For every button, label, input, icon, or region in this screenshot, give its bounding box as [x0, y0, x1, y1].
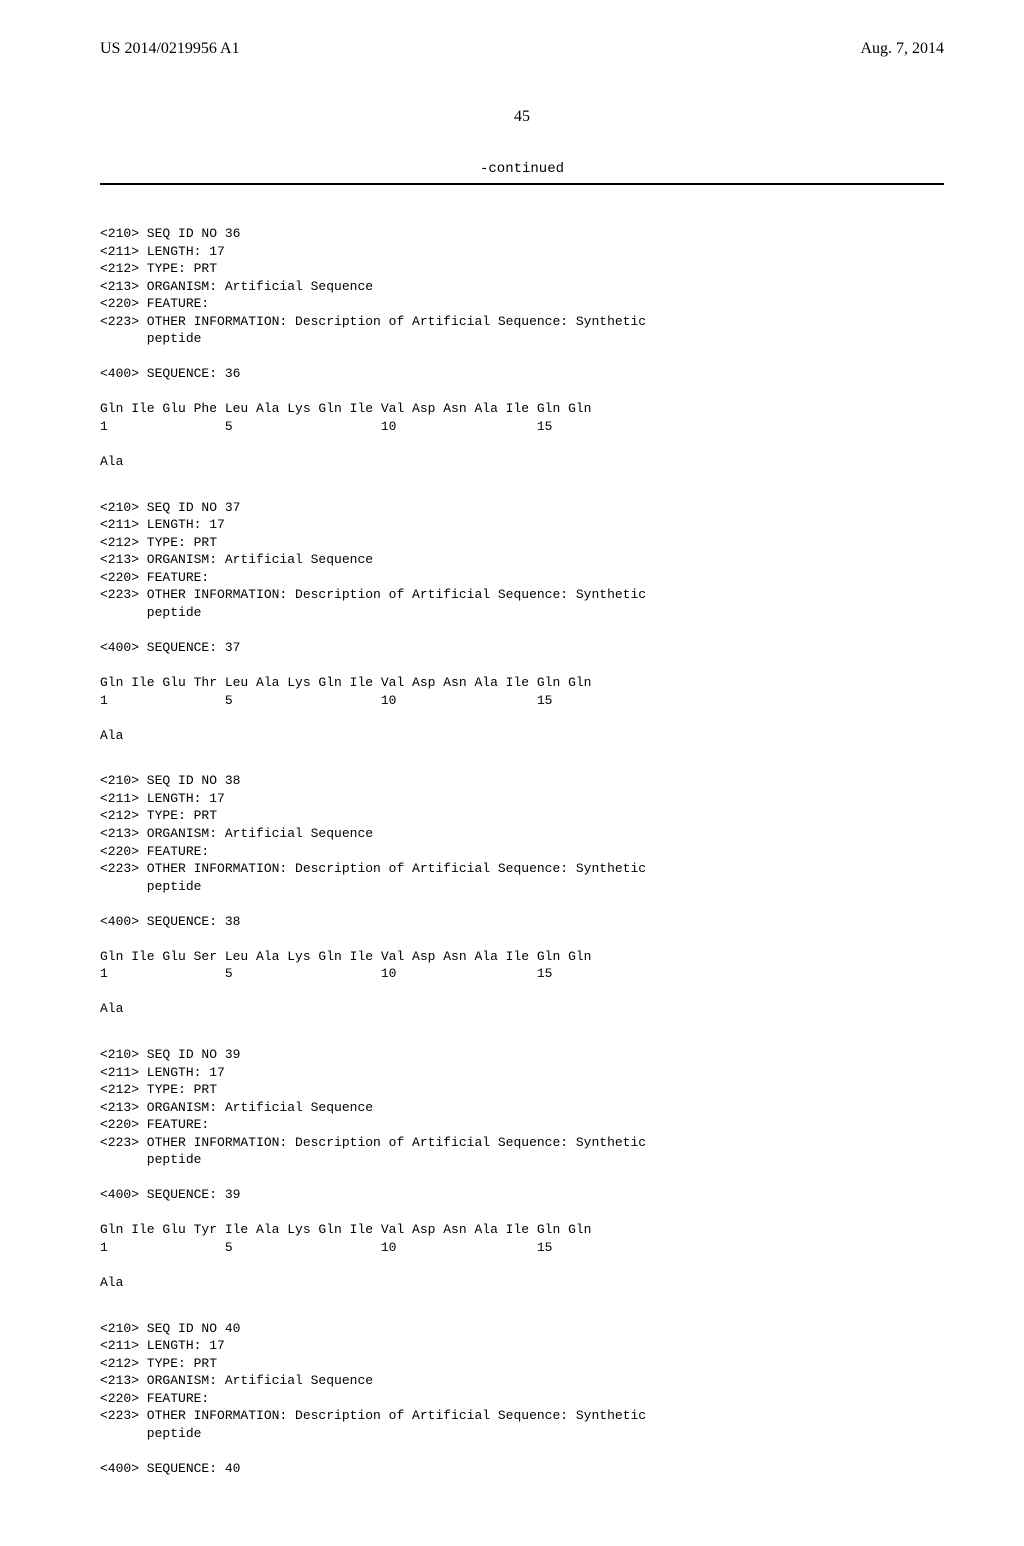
- sequence-entry: <210> SEQ ID NO 36 <211> LENGTH: 17 <212…: [100, 225, 944, 471]
- header-right: Aug. 7, 2014: [860, 40, 944, 58]
- sequence-entry: <210> SEQ ID NO 37 <211> LENGTH: 17 <212…: [100, 499, 944, 745]
- sequence-entry: <210> SEQ ID NO 38 <211> LENGTH: 17 <212…: [100, 772, 944, 1018]
- sequence-entry: <210> SEQ ID NO 39 <211> LENGTH: 17 <212…: [100, 1046, 944, 1292]
- sequence-listing: <210> SEQ ID NO 36 <211> LENGTH: 17 <212…: [100, 225, 944, 1478]
- page-number: 45: [100, 108, 944, 126]
- page-header: US 2014/0219956 A1 Aug. 7, 2014: [100, 40, 944, 58]
- sequence-entry: <210> SEQ ID NO 40 <211> LENGTH: 17 <212…: [100, 1320, 944, 1478]
- header-left: US 2014/0219956 A1: [100, 40, 240, 58]
- section-rule: [100, 183, 944, 185]
- continued-label: -continued: [100, 161, 944, 177]
